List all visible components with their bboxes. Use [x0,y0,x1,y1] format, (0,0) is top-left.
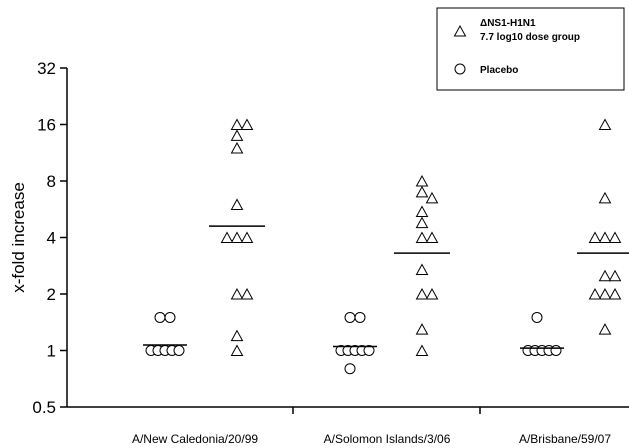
treatment-point [598,191,612,204]
treatment-point [598,231,612,243]
data-points [145,118,622,375]
treatment-point [230,231,244,243]
placebo-point [344,363,356,375]
treatment-point [425,287,439,300]
x-ticks: A/New Caledonia/20/99 A/Solomon Islands/3… [132,407,611,446]
y-ticks: 0.5 1 2 4 8 16 32 [32,59,67,417]
treatment-point [425,191,439,204]
y-tick-label: 4 [47,229,56,248]
legend-label-treatment-line2: 7.7 log10 dose group [480,32,580,43]
placebo-point [344,311,356,323]
legend-box [436,7,625,91]
treatment-point [230,118,244,130]
treatment-point [230,287,244,300]
treatment-point [415,174,429,187]
treatment-point [240,287,254,300]
treatment-point [415,287,429,300]
legend: ΔNS1-H1N1 7.7 log10 dose group Placebo [436,7,625,91]
treatment-point [598,287,612,300]
y-tick-label: 0.5 [32,398,56,417]
placebo-point [550,345,562,356]
treatment-point [415,344,429,356]
treatment-point [598,118,612,130]
treatment-point [230,198,244,210]
legend-label-treatment-line1: ΔNS1-H1N1 [480,18,536,29]
treatment-point [230,129,244,141]
axes [66,68,629,408]
treatment-point [608,231,622,243]
legend-circle-marker [454,63,466,75]
treatment-point [598,323,612,335]
treatment-point [608,287,622,300]
treatment-point [588,231,602,243]
y-tick-label: 8 [47,172,56,191]
x-category-label: A/Solomon Islands/3/06 [324,432,451,446]
treatment-point [588,287,602,300]
treatment-point [220,231,234,243]
treatment-point [415,205,429,218]
treatment-point [240,118,254,130]
x-category-label: A/New Caledonia/20/99 [132,432,258,446]
treatment-point [415,216,429,229]
y-axis-title: x-fold increase [9,182,28,293]
treatment-point [415,323,429,335]
x-category-label: A/Brisbane/59/07 [519,432,611,446]
y-tick-label: 1 [47,342,56,361]
median-lines [143,225,629,349]
treatment-point [230,141,244,154]
placebo-point [363,345,375,356]
placebo-point [354,311,366,323]
treatment-point [608,269,622,282]
legend-triangle-marker [453,24,467,37]
treatment-point [240,231,254,243]
legend-label-placebo: Placebo [480,65,518,76]
y-tick-label: 16 [37,116,56,135]
treatment-point [230,344,244,356]
placebo-point [154,311,166,323]
treatment-point [415,185,429,198]
placebo-point [531,311,543,323]
placebo-point [173,345,185,356]
treatment-point [415,263,429,276]
y-tick-label: 32 [37,59,56,78]
treatment-point [415,231,429,243]
treatment-point [598,269,612,282]
treatment-point [230,329,244,342]
treatment-point [425,231,439,243]
y-tick-label: 2 [47,285,56,304]
placebo-point [164,311,176,323]
